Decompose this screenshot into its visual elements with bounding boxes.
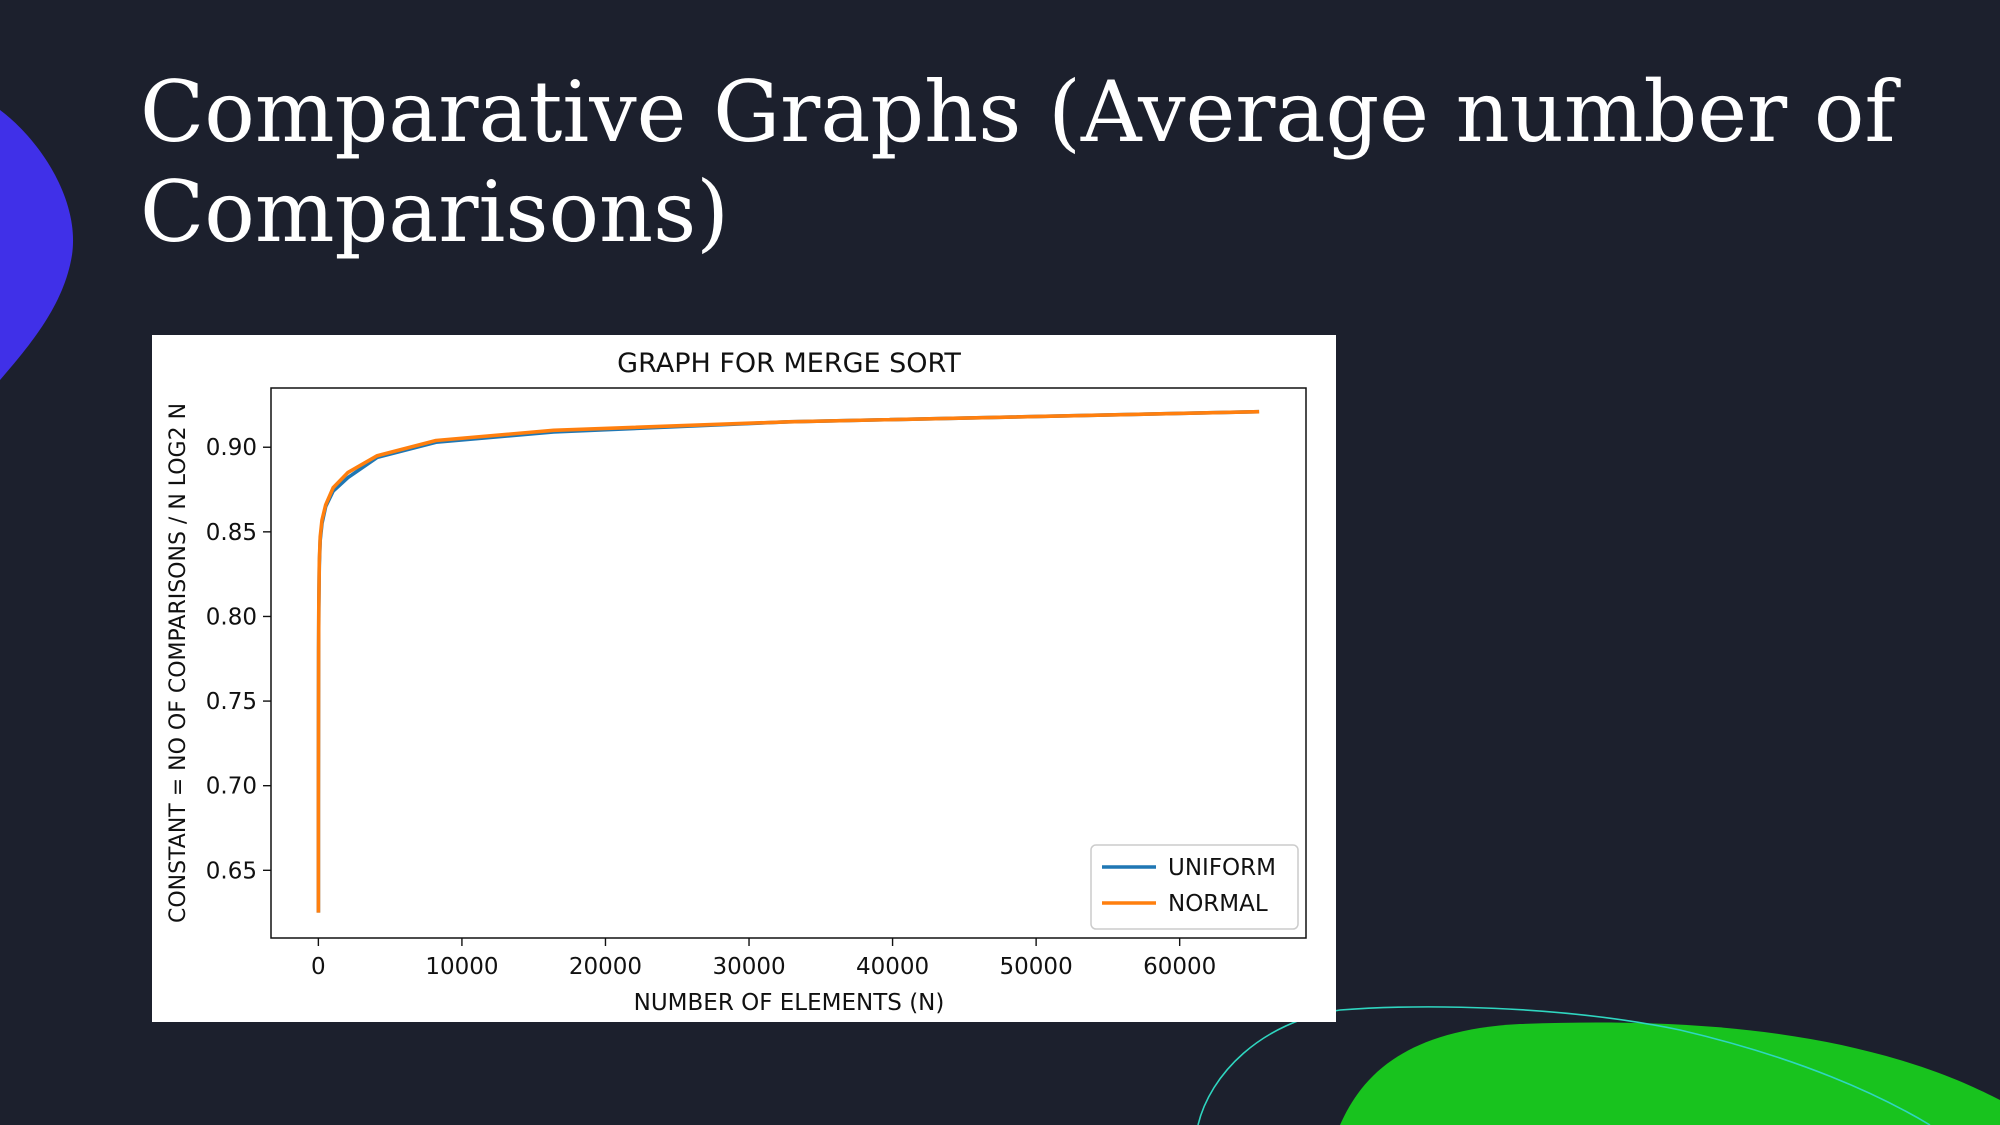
series-line-normal — [316, 409, 1260, 913]
legend-label-uniform: UNIFORM — [1168, 855, 1276, 881]
slide-title: Comparative Graphs (Average number of Co… — [140, 63, 1896, 261]
y-tick-label: 0.90 — [206, 435, 257, 461]
series-line-uniform — [316, 409, 1260, 913]
teal-curve-line — [1197, 1006, 1931, 1125]
x-tick-label: 50000 — [1000, 954, 1073, 980]
y-tick-label: 0.85 — [206, 520, 257, 546]
legend-label-normal: NORMAL — [1168, 891, 1268, 917]
x-tick-label: 10000 — [425, 954, 498, 980]
y-tick-label: 0.80 — [206, 604, 257, 630]
y-tick-label: 0.65 — [206, 858, 257, 884]
x-axis-label: NUMBER OF ELEMENTS (N) — [634, 990, 945, 1016]
x-tick-label: 0 — [311, 954, 326, 980]
x-tick-label: 60000 — [1143, 954, 1216, 980]
chart-title: GRAPH FOR MERGE SORT — [617, 348, 961, 379]
blue-blob-shape — [0, 110, 74, 380]
y-axis-label: CONSTANT = NO OF COMPARISONS / N LOG2 N — [166, 403, 191, 923]
x-tick-label: 40000 — [856, 954, 929, 980]
x-tick-label: 30000 — [712, 954, 785, 980]
plot-area-frame — [270, 387, 1307, 939]
chart-legend: UNIFORM NORMAL — [1090, 844, 1299, 930]
chart-panel: GRAPH FOR MERGE SORT NUMBER OF ELEMENTS … — [152, 335, 1336, 1022]
green-wave-shape — [1340, 1022, 2000, 1125]
series-lines — [316, 409, 1260, 913]
y-tick-label: 0.70 — [206, 774, 257, 800]
merge-sort-line-chart: GRAPH FOR MERGE SORT NUMBER OF ELEMENTS … — [166, 348, 1307, 1016]
axis-ticks: 0 10000 20000 30000 40000 50000 60000 0.65 0.70 0… — [206, 435, 1216, 980]
x-tick-label: 20000 — [569, 954, 642, 980]
y-tick-label: 0.75 — [206, 689, 257, 715]
